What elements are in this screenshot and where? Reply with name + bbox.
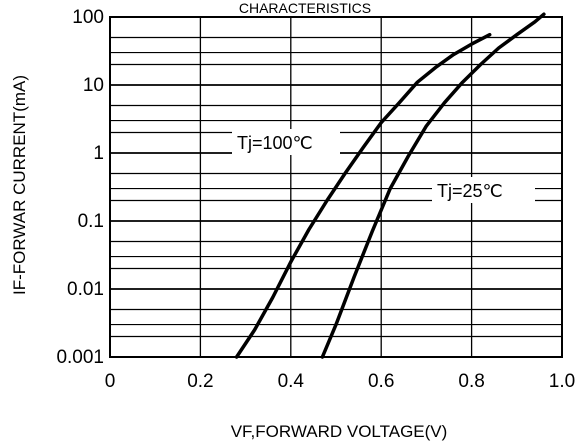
x-tick-label: 0.8 xyxy=(458,371,484,392)
grid xyxy=(109,16,563,358)
x-tick-label: 0.4 xyxy=(278,371,305,392)
x-tick-label: 0 xyxy=(105,371,116,392)
y-tick-label: 10 xyxy=(83,75,104,96)
y-tick-label: 100 xyxy=(72,7,104,28)
label-box-tj25 xyxy=(432,177,535,203)
y-tick-label: 1 xyxy=(93,143,104,164)
x-tick-label: 1.0 xyxy=(549,371,575,392)
y-axis-label: IF-FORWAR CURRENT(mA) xyxy=(10,75,29,295)
series-line-tj25 xyxy=(320,12,546,359)
tick-labels: 0 0.2 0.4 0.6 0.8 1.0 0.001 0.01 0.1 1 10 100 xyxy=(56,7,575,392)
series-label-tj100: Tj=100℃ xyxy=(237,133,313,153)
x-tick-label: 0.2 xyxy=(187,371,213,392)
chart-title: CHARACTERISTICS xyxy=(239,0,371,16)
y-tick-label: 0.001 xyxy=(56,347,104,368)
y-tick-label: 0.01 xyxy=(67,279,104,300)
series-line-tj100 xyxy=(234,32,492,359)
x-tick-label: 0.6 xyxy=(368,371,394,392)
x-axis-label: VF,FORWARD VOLTAGE(V) xyxy=(231,422,448,441)
plot-frame xyxy=(109,16,563,358)
y-tick-label: 0.1 xyxy=(78,211,104,232)
label-box-tj100 xyxy=(232,129,340,155)
series-label-tj25: Tj=25℃ xyxy=(437,181,503,201)
series-lines xyxy=(234,12,546,359)
